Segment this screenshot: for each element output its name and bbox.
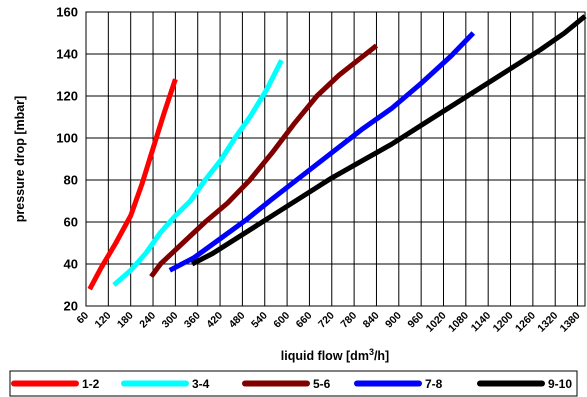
series-line-5-6 [149, 43, 379, 279]
x-axis-label-main: liquid flow [dm [281, 349, 369, 363]
y-tick-label: 140 [56, 47, 78, 62]
y-axis-label: pressure drop [mbar] [13, 96, 27, 222]
y-tick-label: 120 [56, 89, 78, 104]
x-tick-label: 1320 [535, 310, 560, 335]
x-tick-label: 720 [316, 310, 337, 331]
x-tick-label: 1380 [558, 310, 583, 335]
x-tick-label: 600 [271, 310, 292, 331]
series-lines [87, 14, 587, 291]
y-tick-label: 40 [64, 257, 78, 272]
x-tick-label: 840 [361, 310, 382, 331]
x-tick-label: 240 [137, 310, 158, 331]
x-tick-label: 900 [383, 310, 404, 331]
x-tick-label: 660 [294, 310, 315, 331]
x-tick-label: 780 [338, 310, 359, 331]
y-axis-ticks: 20 40 60 80 100 120 140 160 [56, 5, 78, 314]
x-axis-label-end: /h] [374, 349, 389, 363]
x-tick-label: 1080 [446, 310, 471, 335]
x-tick-label: 480 [227, 310, 248, 331]
x-tick-label: 420 [204, 310, 225, 331]
legend-label-9-10: 9-10 [548, 377, 572, 391]
x-tick-label: 540 [249, 310, 270, 331]
legend-items: 1-2 3-4 5-6 7-8 9-10 [11, 377, 572, 391]
legend-label-3-4: 3-4 [192, 377, 210, 391]
y-tick-label: 20 [64, 299, 78, 314]
series-line-9-10 [190, 14, 587, 267]
series-line-7-8 [168, 31, 476, 273]
x-tick-label: 300 [160, 310, 181, 331]
x-axis-label-sup: 3 [369, 347, 374, 357]
plot-border [85, 11, 586, 307]
x-tick-label: 1140 [469, 310, 494, 335]
x-tick-label: 1200 [491, 310, 516, 335]
x-tick-label: 1020 [424, 310, 449, 335]
x-tick-label: 120 [93, 310, 114, 331]
legend-label-5-6: 5-6 [313, 377, 331, 391]
y-tick-label: 160 [56, 5, 78, 20]
x-axis-label: liquid flow [dm3/h] [281, 347, 389, 363]
y-tick-label: 100 [56, 131, 78, 146]
x-tick-label: 180 [115, 310, 136, 331]
legend: 1-2 3-4 5-6 7-8 9-10 [9, 370, 578, 397]
x-tick-label: 360 [182, 310, 203, 331]
series-line-3-4 [112, 59, 284, 287]
y-tick-label: 80 [64, 173, 78, 188]
x-tick-label: 1260 [513, 310, 538, 335]
x-tick-label: 960 [405, 310, 426, 331]
y-tick-label: 60 [64, 215, 78, 230]
x-axis-ticks: 60 120 180 240 300 360 420 480 540 600 660 720 780 84… [74, 310, 582, 335]
series-line-1-2 [87, 78, 178, 291]
legend-label-1-2: 1-2 [82, 377, 100, 391]
legend-label-7-8: 7-8 [425, 377, 443, 391]
